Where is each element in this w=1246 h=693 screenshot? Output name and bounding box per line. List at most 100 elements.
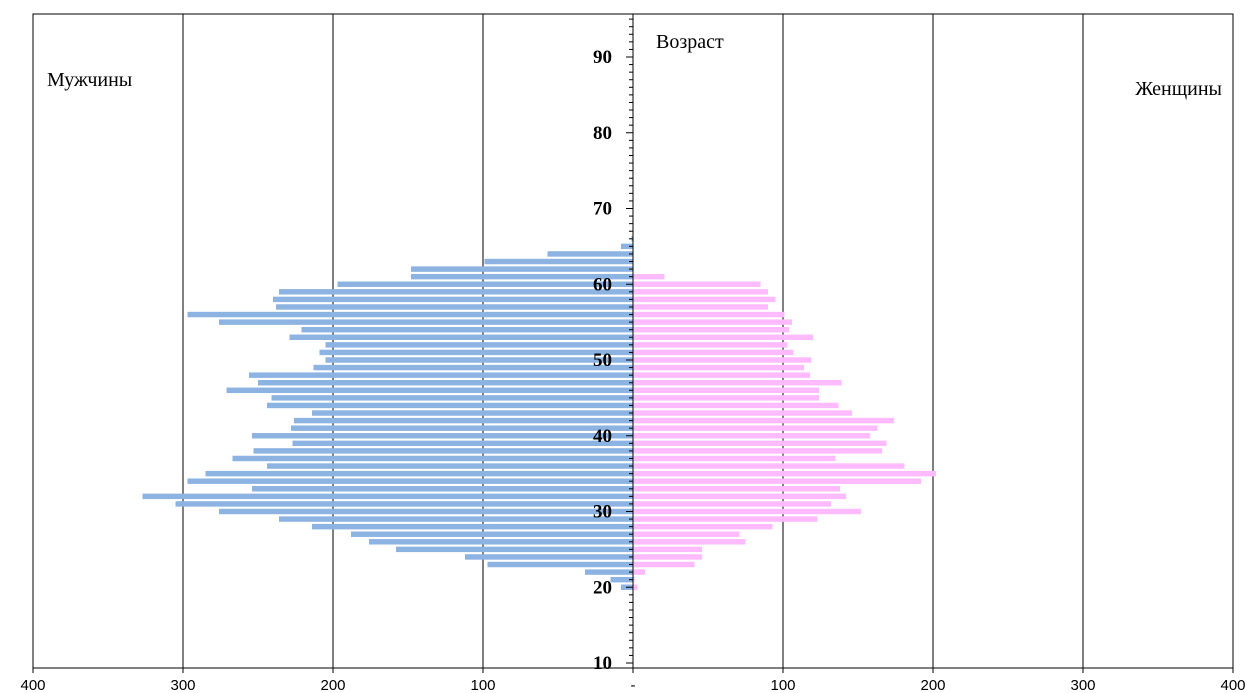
bar-women-age-35 <box>633 470 936 477</box>
bar-men-age-34 <box>187 478 633 484</box>
x-tick-label: 200 <box>920 677 945 693</box>
bar-women-age-26 <box>633 539 746 545</box>
bar-men-age-54 <box>301 326 633 333</box>
bar-men-age-45 <box>271 395 633 401</box>
bar-women-age-45 <box>633 395 819 401</box>
bar-women-age-49 <box>633 364 804 371</box>
x-tick-label: 300 <box>1070 677 1095 693</box>
bar-men-age-29 <box>279 516 633 522</box>
bar-men-age-35 <box>205 470 633 477</box>
bar-men-age-33 <box>252 486 633 492</box>
bar-men-age-50 <box>325 357 633 363</box>
age-tick-label: 50 <box>593 350 612 371</box>
men-label: Мужчины <box>47 69 132 91</box>
bar-men-age-38 <box>253 448 633 454</box>
women-bars <box>633 273 936 590</box>
bar-men-age-30 <box>219 508 633 515</box>
x-axis-tick-labels: 400 300 200 100 - 100 200 300 400 <box>20 668 1246 693</box>
bar-men-age-41 <box>291 425 633 431</box>
bar-women-age-47 <box>633 379 842 386</box>
bar-men-age-46 <box>226 387 633 394</box>
bar-men-age-39 <box>292 440 633 447</box>
bar-men-age-37 <box>232 455 633 462</box>
women-label: Женщины <box>1135 78 1222 100</box>
bar-men-age-32 <box>142 493 633 500</box>
bar-women-age-51 <box>633 349 794 356</box>
gridlines <box>182 14 1084 668</box>
bar-women-age-34 <box>633 478 921 484</box>
bar-men-age-22 <box>585 569 633 575</box>
bar-men-age-23 <box>487 561 633 568</box>
bar-men-age-24 <box>465 554 633 560</box>
age-axis-title: Возраст <box>656 31 724 53</box>
bar-men-age-52 <box>325 342 633 348</box>
bar-women-age-31 <box>633 501 831 507</box>
bar-women-age-40 <box>633 433 870 439</box>
men-bars <box>142 236 633 590</box>
bar-men-age-36 <box>267 463 633 469</box>
bar-women-age-53 <box>633 334 813 341</box>
bar-men-age-40 <box>252 433 633 439</box>
bar-women-age-22 <box>633 569 645 575</box>
bar-men-age-48 <box>249 372 633 378</box>
bar-men-age-25 <box>396 546 633 553</box>
bar-men-age-64 <box>547 251 633 257</box>
bar-women-age-52 <box>633 342 788 348</box>
bar-men-age-63 <box>484 258 633 265</box>
bar-women-age-28 <box>633 523 773 530</box>
bar-women-age-41 <box>633 425 878 431</box>
bar-men-age-65 <box>621 243 633 250</box>
bar-women-age-60 <box>633 281 761 287</box>
bar-women-age-32 <box>633 493 846 500</box>
bar-women-age-30 <box>633 508 861 515</box>
bar-men-age-59 <box>279 289 633 295</box>
bar-men-age-61 <box>411 273 633 280</box>
bar-men-age-47 <box>258 379 633 386</box>
bar-women-age-56 <box>633 311 785 318</box>
bar-women-age-37 <box>633 455 836 462</box>
y-axis-tick-labels: 10 20 30 40 50 60 70 80 90 <box>593 47 612 674</box>
bar-women-age-33 <box>633 486 840 492</box>
bar-men-age-31 <box>175 501 633 507</box>
x-tick-label: 200 <box>320 677 345 693</box>
bar-men-age-43 <box>312 410 633 416</box>
age-tick-label: 90 <box>593 47 612 68</box>
bar-women-age-38 <box>633 448 882 454</box>
age-tick-label: 80 <box>593 123 612 144</box>
bar-men-age-26 <box>369 539 633 545</box>
bar-men-age-49 <box>313 364 633 371</box>
bar-men-age-42 <box>294 417 633 424</box>
bar-men-age-28 <box>312 523 633 530</box>
bar-women-age-42 <box>633 417 894 424</box>
bar-women-age-21 <box>633 576 635 583</box>
bar-women-age-44 <box>633 402 839 409</box>
bar-men-age-62 <box>411 266 633 272</box>
bar-women-age-57 <box>633 304 768 310</box>
bar-women-age-55 <box>633 319 792 325</box>
age-tick-label: 60 <box>593 274 612 295</box>
bar-women-age-43 <box>633 410 852 416</box>
age-tick-label: 10 <box>593 653 612 674</box>
bar-men-age-53 <box>289 334 633 341</box>
bar-men-age-58 <box>273 296 633 303</box>
age-tick-label: 70 <box>593 199 612 220</box>
x-tick-label: 400 <box>1220 677 1245 693</box>
center-age-axis <box>626 14 634 668</box>
bar-men-age-60 <box>337 281 633 287</box>
bar-women-age-29 <box>633 516 818 522</box>
age-tick-label: 30 <box>593 502 612 523</box>
bar-women-age-27 <box>633 531 740 537</box>
bar-women-age-20 <box>633 584 638 590</box>
x-tick-label: 100 <box>470 677 495 693</box>
bar-women-age-50 <box>633 357 812 363</box>
bar-women-age-59 <box>633 289 768 295</box>
age-tick-label: 40 <box>593 426 612 447</box>
bar-women-age-46 <box>633 387 819 394</box>
bar-women-age-24 <box>633 554 702 560</box>
bar-men-age-27 <box>351 531 633 537</box>
bar-men-age-56 <box>187 311 633 318</box>
bar-women-age-25 <box>633 546 702 553</box>
bar-men-age-55 <box>219 319 633 325</box>
x-tick-label: 300 <box>170 677 195 693</box>
